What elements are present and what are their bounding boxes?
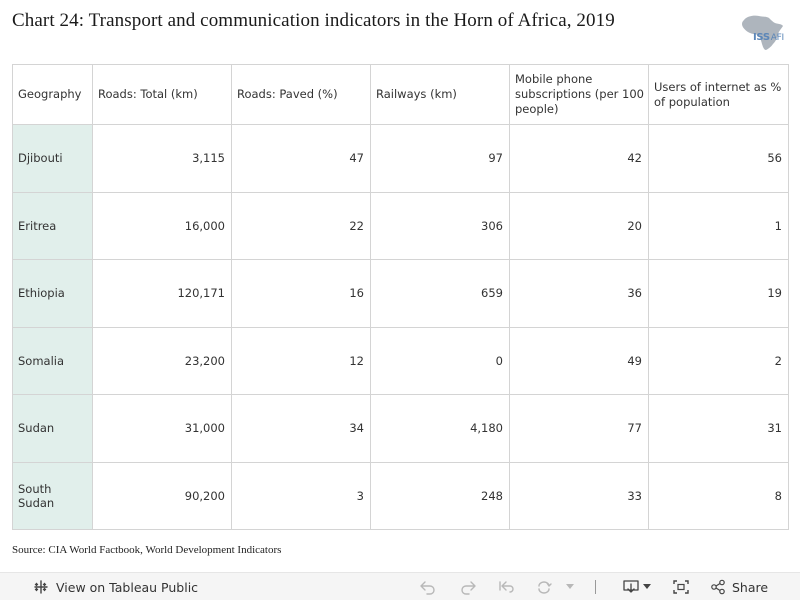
data-cell: 16,000 [92,191,232,260]
indicators-table: Geography Roads: Total (km) Roads: Paved… [12,64,789,530]
refresh-button[interactable] [535,573,553,600]
table-row: Eritrea 16,000 22 306 20 1 [12,191,789,260]
data-cell: 77 [509,394,649,463]
data-cell: 33 [509,461,649,530]
view-on-tableau-link[interactable]: View on Tableau Public [33,573,198,600]
undo-button[interactable] [419,573,437,600]
geography-cell: Djibouti [12,124,93,193]
data-cell: 31 [648,394,789,463]
data-cell: 16 [231,259,371,328]
data-cell: 120,171 [92,259,232,328]
table-row: Somalia 23,200 12 0 49 2 [12,326,789,395]
column-header: Roads: Paved (%) [231,64,371,125]
refresh-icon [535,579,553,595]
download-button[interactable] [622,573,651,600]
data-cell: 23,200 [92,326,232,395]
revert-icon [498,579,516,595]
data-cell: 659 [370,259,510,328]
iss-africa-logo: ISSAFI [738,12,790,52]
data-cell: 20 [509,191,649,260]
column-header: Geography [12,64,93,125]
tableau-logo-icon [33,579,49,595]
data-cell: 31,000 [92,394,232,463]
geography-cell: Ethiopia [12,259,93,328]
column-header: Mobile phone subscriptions (per 100 peop… [509,64,649,125]
data-cell: 12 [231,326,371,395]
data-cell: 19 [648,259,789,328]
africa-map-icon [742,15,783,50]
logo-text: ISSAFI [753,32,784,43]
table-row: Ethiopia 120,171 16 659 36 19 [12,259,789,328]
table-row: Sudan 31,000 34 4,180 77 31 [12,394,789,463]
redo-button[interactable] [459,573,477,600]
data-cell: 2 [648,326,789,395]
chevron-down-icon [566,584,574,590]
geography-cell: Sudan [12,394,93,463]
view-on-tableau-label: View on Tableau Public [56,579,199,595]
chart-title: Chart 24: Transport and communication in… [12,10,615,31]
data-cell: 56 [648,124,789,193]
data-cell: 36 [509,259,649,328]
geography-cell: South Sudan [12,461,93,530]
column-header: Users of internet as % of population [648,64,789,125]
data-cell: 47 [231,124,371,193]
share-icon [710,579,726,595]
data-cell: 49 [509,326,649,395]
data-cell: 90,200 [92,461,232,530]
data-cell: 22 [231,191,371,260]
share-label: Share [732,579,769,595]
table-row: Djibouti 3,115 47 97 42 56 [12,124,789,193]
data-cell: 4,180 [370,394,510,463]
fullscreen-button[interactable] [672,573,690,600]
data-cell: 248 [370,461,510,530]
tableau-toolbar: View on Tableau Public [0,572,800,600]
toolbar-divider [595,580,596,594]
download-icon [622,579,640,595]
revert-button[interactable] [498,573,516,600]
geography-cell: Somalia [12,326,93,395]
share-button[interactable]: Share [710,573,768,600]
data-cell: 42 [509,124,649,193]
geography-cell: Eritrea [12,191,93,260]
data-cell: 97 [370,124,510,193]
data-cell: 34 [231,394,371,463]
column-header: Roads: Total (km) [92,64,232,125]
table-row: South Sudan 90,200 3 248 33 8 [12,461,789,530]
data-cell: 1 [648,191,789,260]
chevron-down-icon [643,584,651,590]
data-cell: 306 [370,191,510,260]
redo-icon [459,579,477,595]
table-header-row: Geography Roads: Total (km) Roads: Paved… [12,64,789,125]
refresh-menu-button[interactable] [566,573,574,600]
data-cell: 0 [370,326,510,395]
source-note: Source: CIA World Factbook, World Develo… [12,544,282,556]
data-cell: 8 [648,461,789,530]
column-header: Railways (km) [370,64,510,125]
data-cell: 3,115 [92,124,232,193]
data-cell: 3 [231,461,371,530]
undo-icon [419,579,437,595]
fullscreen-icon [672,579,690,595]
